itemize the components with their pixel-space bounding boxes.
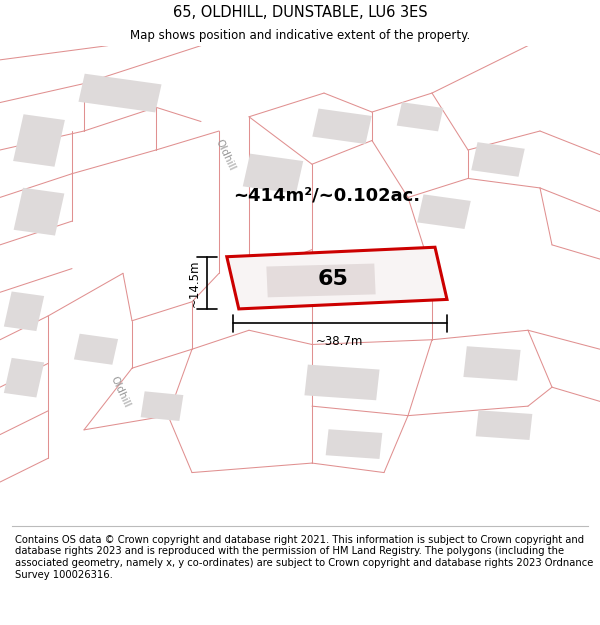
Text: Contains OS data © Crown copyright and database right 2021. This information is : Contains OS data © Crown copyright and d…: [15, 535, 593, 579]
Polygon shape: [36, 273, 177, 520]
Polygon shape: [326, 429, 382, 459]
Text: ~38.7m: ~38.7m: [316, 335, 364, 348]
Text: Oldhill: Oldhill: [214, 138, 236, 172]
Polygon shape: [4, 358, 44, 398]
Polygon shape: [476, 410, 532, 440]
Polygon shape: [74, 334, 118, 365]
Polygon shape: [201, 46, 249, 273]
Polygon shape: [312, 109, 372, 144]
Polygon shape: [471, 142, 525, 177]
Polygon shape: [463, 346, 521, 381]
Text: 65: 65: [317, 269, 349, 289]
Polygon shape: [13, 114, 65, 167]
Text: Oldhill: Oldhill: [109, 374, 131, 409]
Polygon shape: [227, 248, 447, 309]
Polygon shape: [417, 194, 471, 229]
Polygon shape: [304, 364, 380, 400]
Polygon shape: [140, 391, 184, 421]
Text: ~414m²/~0.102ac.: ~414m²/~0.102ac.: [233, 186, 421, 204]
Polygon shape: [397, 102, 443, 131]
Polygon shape: [14, 188, 64, 236]
Polygon shape: [4, 291, 44, 331]
Text: Map shows position and indicative extent of the property.: Map shows position and indicative extent…: [130, 29, 470, 42]
Polygon shape: [243, 154, 303, 194]
Text: ~14.5m: ~14.5m: [187, 259, 200, 306]
Polygon shape: [266, 264, 376, 298]
Polygon shape: [79, 74, 161, 112]
Text: 65, OLDHILL, DUNSTABLE, LU6 3ES: 65, OLDHILL, DUNSTABLE, LU6 3ES: [173, 5, 427, 20]
